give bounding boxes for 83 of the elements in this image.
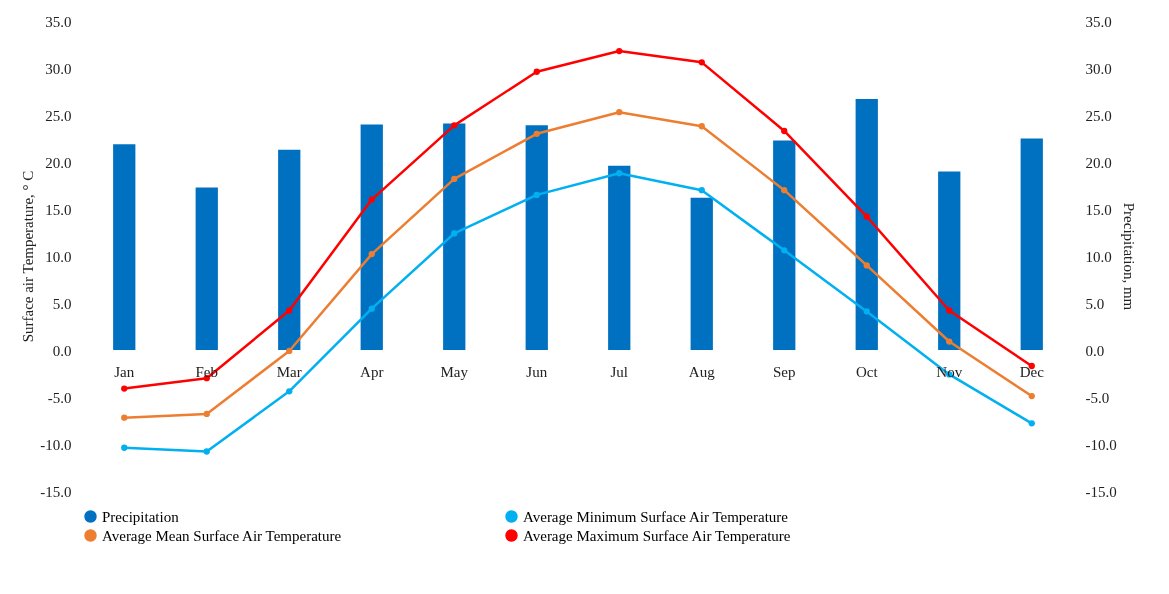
- bar: [773, 140, 796, 350]
- x-tick-label: Oct: [855, 363, 879, 380]
- point: [286, 388, 293, 395]
- y-tick-label: 30.0: [45, 60, 72, 77]
- y2-tick-label: 15.0: [1085, 201, 1112, 218]
- y-tick-label: 20.0: [45, 154, 72, 171]
- y2-tick-label: 20.0: [1085, 154, 1112, 171]
- y-tick-label: 25.0: [45, 107, 72, 124]
- point: [946, 307, 953, 314]
- bar: [938, 171, 961, 350]
- point: [863, 262, 870, 269]
- point: [533, 130, 540, 137]
- x-tick-label: Dec: [1019, 363, 1045, 380]
- point: [368, 250, 375, 258]
- y-tick-label: 5.0: [52, 295, 72, 312]
- y-tick-label: -15.0: [40, 483, 72, 500]
- point: [451, 175, 458, 183]
- point: [946, 338, 953, 345]
- bar: [195, 187, 218, 350]
- point: [533, 68, 540, 75]
- bar: [608, 165, 631, 350]
- bar: [443, 123, 466, 350]
- x-tick-label: Jun: [526, 363, 548, 380]
- x-tick-label: Apr: [360, 363, 384, 380]
- point: [121, 414, 128, 421]
- y-axis-title: Surface air Temperature, ° C: [20, 170, 37, 343]
- y2-tick-label: 5.0: [1085, 295, 1105, 312]
- y-tick-label: 10.0: [45, 248, 72, 265]
- y2-tick-label: -15.0: [1085, 483, 1117, 500]
- point: [121, 385, 128, 392]
- bar: [525, 125, 548, 350]
- x-tick-label: Mar: [276, 363, 302, 380]
- x-tick-label: Aug: [688, 363, 716, 380]
- point: [286, 307, 293, 314]
- point: [451, 122, 458, 129]
- y2-tick-label: 35.0: [1085, 13, 1112, 30]
- point: [698, 59, 705, 66]
- y-tick-label: 15.0: [45, 201, 72, 218]
- y-tick-label: 0.0: [52, 342, 72, 359]
- y2-tick-label: 25.0: [1085, 107, 1112, 124]
- legend-label: Average Minimum Surface Air Temperature: [523, 508, 789, 525]
- point: [203, 448, 210, 455]
- point: [1028, 392, 1035, 400]
- point: [1028, 420, 1035, 427]
- point: [203, 410, 210, 418]
- point: [781, 187, 788, 194]
- bar: [360, 124, 383, 350]
- point: [863, 213, 870, 220]
- point: [121, 444, 128, 451]
- point: [368, 305, 375, 312]
- legend-label: Precipitation: [102, 508, 180, 525]
- point: [781, 247, 788, 254]
- x-tick-label: Jan: [114, 363, 135, 380]
- y2-tick-label: 10.0: [1085, 248, 1112, 265]
- bar: [855, 99, 878, 350]
- legend-label: Average Maximum Surface Air Temperature: [523, 527, 791, 544]
- y2-tick-label: -10.0: [1085, 436, 1117, 453]
- point: [286, 347, 293, 355]
- y2-axis-title: Precipitation, mm: [1120, 202, 1137, 311]
- bar: [113, 144, 136, 350]
- point: [616, 47, 623, 55]
- point: [368, 196, 375, 203]
- point: [616, 109, 623, 116]
- point: [863, 308, 870, 315]
- y2-tick-label: 30.0: [1085, 60, 1112, 77]
- x-tick-label: Jul: [610, 363, 629, 380]
- legend-label: Average Mean Surface Air Temperature: [102, 527, 342, 544]
- x-tick-label: Sep: [773, 363, 796, 380]
- bar: [1020, 138, 1043, 350]
- y2-tick-label: 0.0: [1085, 342, 1105, 359]
- point: [616, 170, 623, 177]
- y2-tick-label: -5.0: [1085, 389, 1110, 406]
- point: [698, 187, 705, 194]
- point: [698, 123, 705, 130]
- y-tick-label: 35.0: [45, 13, 72, 30]
- point: [533, 191, 540, 199]
- point: [781, 127, 788, 135]
- y-tick-label: -10.0: [40, 436, 72, 453]
- bar: [278, 149, 301, 350]
- x-tick-label: May: [440, 363, 469, 380]
- point: [451, 230, 458, 237]
- y-tick-label: -5.0: [47, 389, 72, 406]
- bar: [690, 197, 713, 350]
